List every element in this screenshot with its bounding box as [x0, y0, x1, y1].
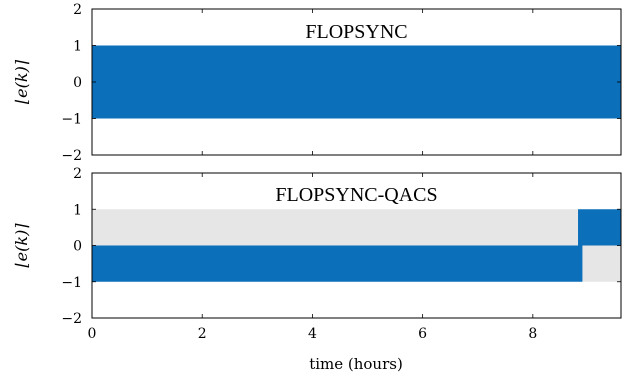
plot-frame — [91, 172, 622, 319]
y-axis-label: ⌊e(k)⌉ — [12, 59, 31, 104]
y-tick-label: 1 — [73, 202, 82, 218]
panel-2: 0 2 4 6 8 −2 −1 0 1 2 FLOPSYNC-QACS ⌊e(k)⌉ — [12, 166, 622, 342]
y-tick-label: −2 — [61, 311, 82, 327]
y-tick-label: 0 — [73, 239, 82, 255]
band-region-1 — [582, 245, 621, 282]
y-tick-label: −2 — [61, 148, 82, 164]
y-tick-label: 1 — [73, 39, 82, 55]
x-tick-label: 2 — [198, 326, 207, 342]
y-axis-label: ⌊e(k)⌉ — [12, 223, 31, 268]
error-region-3 — [578, 209, 621, 246]
x-tick-label: 4 — [308, 326, 317, 342]
x-tick-label: 6 — [418, 326, 427, 342]
plot-frame — [91, 8, 622, 156]
y-tick-label: 0 — [73, 75, 82, 91]
panel-1: −2 −1 0 1 2 FLOPSYNC ⌊e(k)⌉ — [12, 2, 622, 164]
error-region-0 — [92, 45, 621, 119]
error-region-2 — [92, 245, 583, 282]
x-tick-label: 0 — [88, 326, 97, 342]
band-region-0 — [92, 209, 579, 246]
y-tick-label: 2 — [73, 2, 82, 18]
x-axis-label: time (hours) — [309, 355, 403, 373]
y-tick-label: −1 — [61, 112, 82, 128]
panel-title: FLOPSYNC — [305, 21, 407, 43]
x-tick-label: 8 — [528, 326, 537, 342]
y-tick-label: 2 — [73, 166, 82, 182]
y-tick-label: −1 — [61, 275, 82, 291]
panel-title: FLOPSYNC-QACS — [275, 184, 437, 206]
